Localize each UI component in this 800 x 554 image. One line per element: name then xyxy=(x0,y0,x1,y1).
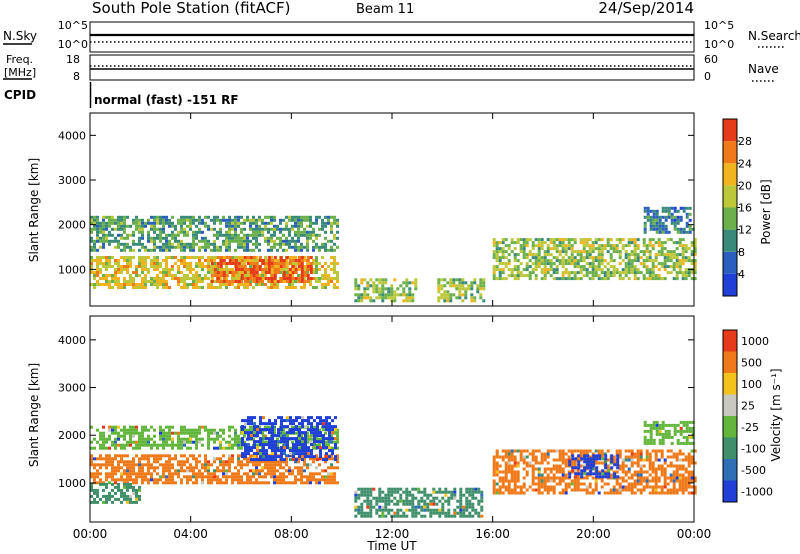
cpid-row: CPID normal (fast) -151 RF xyxy=(4,82,239,108)
velocity-colorbar-tick: -1000 xyxy=(741,485,773,498)
velocity-colorbar-tick: -500 xyxy=(741,464,766,477)
power-echo-region xyxy=(643,206,695,234)
power-panel: 1000 2000 3000 4000 Slant Range [km] xyxy=(27,112,697,307)
velocity-colorbar-label: Velocity [m s⁻¹] xyxy=(769,368,783,461)
velocity-colorbar-cell xyxy=(723,459,737,481)
freq-tick-top: 18 xyxy=(66,53,80,66)
velocity-colorbar-cell xyxy=(723,330,737,352)
power-echo-region xyxy=(210,256,313,283)
velocity-y-tick-label: 1000 xyxy=(58,477,86,490)
velocity-y-tick-label: 2000 xyxy=(58,429,86,442)
velocity-echoes xyxy=(90,416,697,518)
velocity-colorbar-cell xyxy=(723,480,737,502)
velocity-colorbar-cell xyxy=(723,437,737,459)
nsearch-tick-bottom: 10^0 xyxy=(704,38,734,51)
x-axis-label: Time UT xyxy=(366,539,417,553)
power-colorbar: 4 8 12 16 20 24 28 Power [dB] xyxy=(722,118,773,297)
power-colorbar-cell xyxy=(723,119,737,142)
nsky-panel: N.Sky 10^5 10^0 10^5 10^0 N.Search xyxy=(3,19,800,53)
velocity-colorbar-cell xyxy=(723,416,737,438)
freq-tick-bottom: 8 xyxy=(73,70,80,83)
power-echo-region xyxy=(437,278,486,303)
power-colorbar-cell xyxy=(723,185,737,208)
nsky-tick-bottom: 10^0 xyxy=(58,38,88,51)
velocity-echo-region xyxy=(492,449,697,495)
beam-label: Beam 11 xyxy=(356,2,414,17)
power-colorbar-tick: 4 xyxy=(738,268,745,281)
power-echoes xyxy=(90,206,697,303)
velocity-echo-region xyxy=(90,454,339,485)
velocity-colorbar-tick: -25 xyxy=(741,421,759,434)
velocity-y-ticks: 1000 2000 3000 4000 xyxy=(58,316,695,522)
velocity-echo-region xyxy=(90,482,141,504)
power-echo-region xyxy=(90,215,339,252)
power-ylabel: Slant Range [km] xyxy=(27,158,41,262)
power-colorbar-cell xyxy=(723,207,737,230)
velocity-colorbar-cell xyxy=(723,373,737,395)
cpid-text: normal (fast) -151 RF xyxy=(94,93,239,107)
velocity-y-tick-label: 4000 xyxy=(58,334,86,347)
nsky-tick-top: 10^5 xyxy=(58,19,88,32)
power-colorbar-cell xyxy=(723,163,737,186)
velocity-colorbar-tick: -100 xyxy=(741,442,766,455)
station-title: South Pole Station (fitACF) xyxy=(92,0,290,17)
power-colorbar-cell xyxy=(723,251,737,274)
velocity-colorbar: 1000 500 100 25 -25 -100 -500 -1000 Velocity [m… xyxy=(722,329,783,503)
velocity-colorbar-frame xyxy=(722,329,738,503)
power-colorbar-tick: 16 xyxy=(738,202,752,215)
velocity-y-tick-label: 3000 xyxy=(58,382,86,395)
x-tick-label: 00:00 xyxy=(677,527,712,541)
velocity-echo-region xyxy=(643,420,695,445)
velocity-colorbar-cell xyxy=(723,351,737,373)
velocity-echo-region xyxy=(354,487,484,518)
velocity-panel: 1000 2000 3000 4000 Slant Range [km] xyxy=(27,315,697,523)
power-y-tick-label: 1000 xyxy=(58,263,86,276)
power-colorbar-tick: 24 xyxy=(738,157,752,170)
power-y-ticks: 1000 2000 3000 4000 xyxy=(58,113,695,306)
power-colorbar-cell xyxy=(723,141,737,164)
velocity-echo-region xyxy=(241,416,337,462)
power-colorbar-tick: 8 xyxy=(738,246,745,259)
velocity-colorbar-tick: 25 xyxy=(741,399,755,412)
power-colorbar-cell xyxy=(723,273,737,296)
power-y-tick-label: 3000 xyxy=(58,174,86,187)
x-axis: 00:00 04:00 08:00 12:00 16:00 20:00 00:00 xyxy=(73,527,712,541)
x-tick-label: 00:00 xyxy=(73,527,108,541)
date-label: 24/Sep/2014 xyxy=(598,0,694,17)
velocity-echo-region xyxy=(568,454,620,479)
nave-label: Nave xyxy=(748,62,779,76)
x-tick-label: 04:00 xyxy=(173,527,208,541)
x-tick-label: 16:00 xyxy=(475,527,510,541)
power-colorbar-tick: 12 xyxy=(738,224,752,237)
power-colorbar-tick: 20 xyxy=(738,179,752,192)
x-tick-label: 08:00 xyxy=(274,527,309,541)
power-echo-region xyxy=(492,238,697,281)
power-colorbar-tick: 28 xyxy=(738,135,752,148)
nave-tick-top: 60 xyxy=(704,53,718,66)
power-echo-region xyxy=(354,278,418,303)
nsearch-label: N.Search xyxy=(748,29,800,43)
nsky-label: N.Sky xyxy=(3,29,37,43)
x-tick-label: 20:00 xyxy=(576,527,611,541)
velocity-colorbar-tick: 100 xyxy=(741,378,762,391)
cpid-label: CPID xyxy=(4,88,36,102)
velocity-colorbar-tick: 1000 xyxy=(741,335,769,348)
power-y-tick-label: 2000 xyxy=(58,219,86,232)
freq-panel: Freq. [MHz] 18 8 60 0 Nave xyxy=(3,53,779,83)
nsearch-tick-top: 10^5 xyxy=(704,19,734,32)
freq-label: Freq. xyxy=(6,53,33,66)
x-tick-label: 12:00 xyxy=(375,527,410,541)
velocity-ylabel: Slant Range [km] xyxy=(27,363,41,467)
power-colorbar-label: Power [dB] xyxy=(759,179,773,244)
velocity-colorbar-tick: 500 xyxy=(741,356,762,369)
power-colorbar-cell xyxy=(723,229,737,252)
velocity-colorbar-cell xyxy=(723,394,737,416)
power-y-tick-label: 4000 xyxy=(58,129,86,142)
nave-tick-bottom: 0 xyxy=(704,70,711,83)
freq-unit: [MHz] xyxy=(4,66,36,79)
